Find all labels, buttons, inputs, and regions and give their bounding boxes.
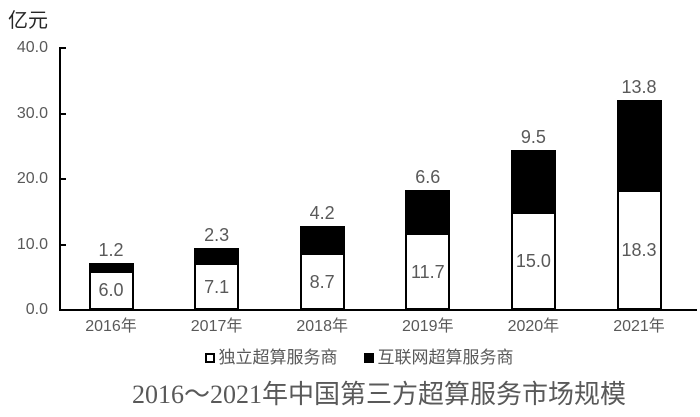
- y-tick-label: 10.0: [16, 235, 48, 253]
- value-label-independent: 18.3: [621, 240, 657, 261]
- value-label-independent: 11.7: [410, 261, 445, 282]
- legend-label-independent: 独立超算服务商: [218, 348, 338, 367]
- x-axis-category-label: 2017年: [190, 318, 243, 335]
- legend-item-independent: 独立超算服务商: [204, 348, 338, 368]
- bar-segment-internet: [616, 99, 662, 191]
- bar-segment-independent: [616, 190, 662, 310]
- y-tick-label: 20.0: [16, 170, 48, 187]
- value-label-internet: 13.8: [621, 76, 657, 97]
- y-tick-mark: [61, 112, 66, 115]
- legend: 独立超算服务商 互联网超算服务商: [60, 348, 658, 368]
- y-tick-mark: [61, 47, 66, 49]
- x-axis-line: [59, 309, 697, 311]
- y-tick-mark: [61, 243, 66, 246]
- value-label-independent: 7.1: [204, 276, 230, 297]
- bar-segment-internet: [510, 149, 556, 212]
- value-label-independent: 15.0: [515, 250, 551, 271]
- bar-segment-internet: [405, 190, 451, 234]
- bar-segment-internet: [88, 262, 134, 271]
- bar-segment-independent: [405, 233, 451, 310]
- bar-segment-independent: [299, 253, 345, 310]
- x-axis-category-label: 2018年: [296, 318, 348, 335]
- value-label-internet: 2.3: [204, 225, 230, 246]
- legend-swatch-white-square-icon: [204, 353, 215, 363]
- legend-swatch-black-square-icon: [363, 353, 374, 363]
- value-label-independent: 6.0: [98, 280, 124, 301]
- y-tick-label: 40.0: [16, 39, 48, 56]
- legend-item-internet: 互联网超算服务商: [363, 348, 514, 368]
- value-label-internet: 1.2: [98, 239, 124, 260]
- y-tick-mark: [61, 178, 66, 180]
- legend-label-internet: 互联网超算服务商: [377, 348, 514, 367]
- chart-title: 2016～2021年中国第三方超算服务市场规模: [131, 380, 626, 409]
- value-label-internet: 9.5: [520, 126, 546, 147]
- x-axis-category-label: 2016年: [85, 318, 137, 335]
- bar-segment-internet: [299, 225, 345, 253]
- value-label-internet: 4.2: [309, 202, 335, 223]
- bar-segment-independent: [88, 270, 134, 310]
- y-axis-line: [59, 47, 61, 311]
- y-axis-unit-label: 亿元: [8, 10, 48, 32]
- bar-segment-independent: [510, 211, 556, 310]
- x-axis-category-label: 2020年: [507, 318, 560, 335]
- bar-segment-independent: [194, 263, 240, 310]
- x-axis-category-label: 2021年: [613, 318, 665, 335]
- y-tick-label: 0.0: [25, 301, 48, 318]
- x-axis-category-label: 2019年: [401, 318, 454, 335]
- bar-segment-internet: [194, 248, 240, 264]
- y-tick-label: 30.0: [16, 104, 48, 122]
- value-label-internet: 6.6: [415, 167, 441, 188]
- value-label-independent: 8.7: [309, 271, 335, 292]
